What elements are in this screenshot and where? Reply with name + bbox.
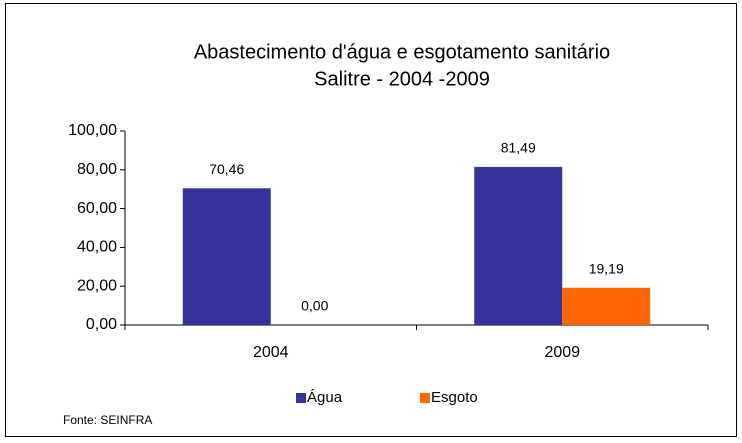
value-label: 0,00 xyxy=(301,298,328,314)
y-tick-label: 80,00 xyxy=(77,161,117,178)
legend-label: Esgoto xyxy=(431,389,478,406)
chart-subtitle: Salitre - 2004 -2009 xyxy=(314,68,490,90)
y-tick-label: 20,00 xyxy=(77,277,117,294)
bar xyxy=(562,287,651,325)
source-note: Fonte: SEINFRA xyxy=(63,413,152,427)
x-tick-label: 2009 xyxy=(544,344,580,361)
y-tick-label: 100,00 xyxy=(68,122,117,139)
chart-title: Abastecimento d'água e esgotamento sanit… xyxy=(194,41,610,63)
legend-swatch xyxy=(296,393,306,403)
legend-label: Água xyxy=(307,389,343,406)
value-label: 70,46 xyxy=(209,161,244,177)
bar xyxy=(182,188,271,325)
chart-border xyxy=(5,3,737,437)
value-label: 19,19 xyxy=(589,260,624,276)
bar xyxy=(474,166,563,325)
x-tick-label: 2004 xyxy=(253,344,289,361)
value-label: 81,49 xyxy=(501,140,536,156)
y-tick-label: 60,00 xyxy=(77,200,117,217)
y-tick-label: 0,00 xyxy=(86,316,117,333)
legend-swatch xyxy=(420,393,430,403)
y-tick-label: 40,00 xyxy=(77,239,117,256)
